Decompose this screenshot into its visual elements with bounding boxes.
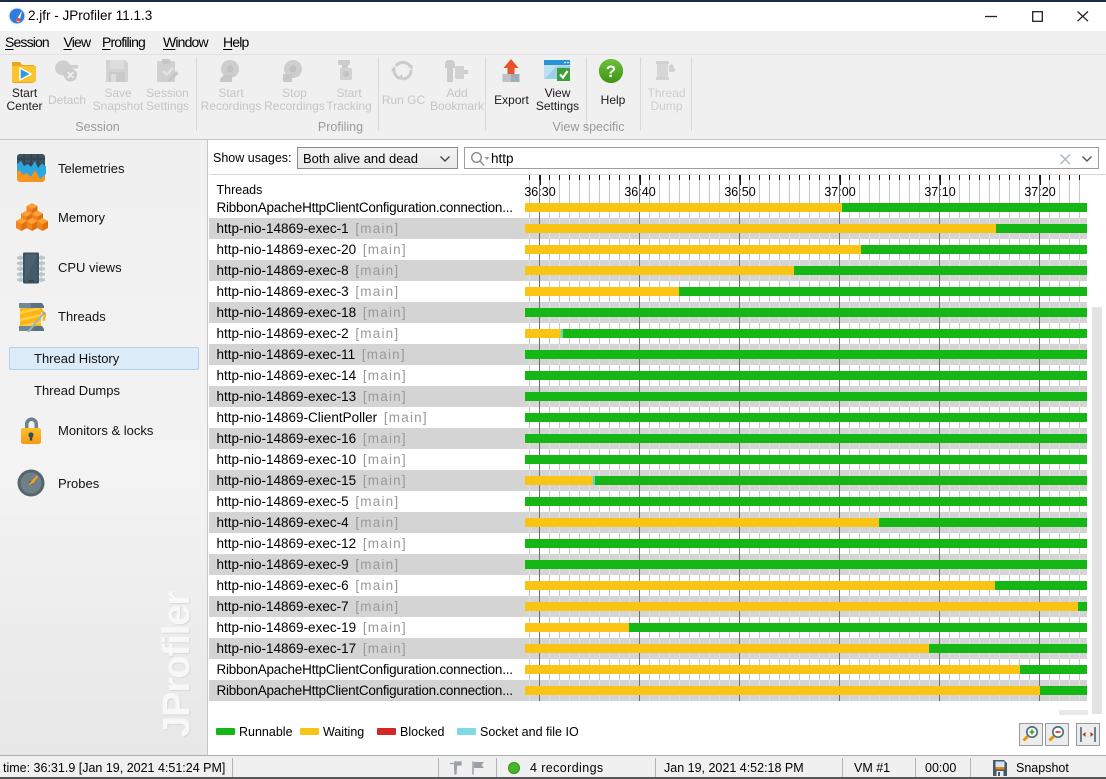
svg-text:?: ? <box>606 62 616 81</box>
